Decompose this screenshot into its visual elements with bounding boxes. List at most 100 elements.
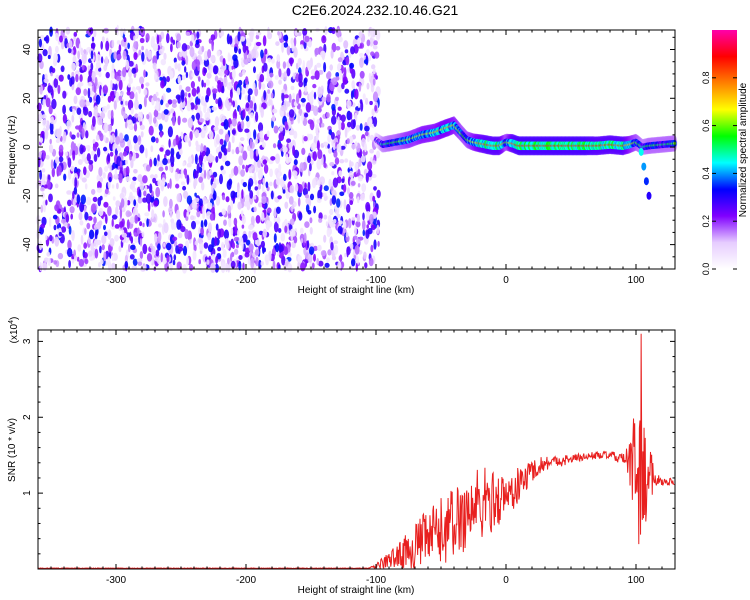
noise-speckle — [224, 69, 229, 75]
noise-speckle — [300, 238, 304, 244]
noise-speckle — [318, 218, 323, 223]
noise-speckle — [165, 165, 168, 171]
x-tick-label: 100 — [628, 275, 645, 286]
noise-speckle — [170, 43, 173, 53]
noise-speckle — [362, 93, 366, 100]
noise-speckle — [277, 143, 283, 149]
noise-speckle — [337, 84, 342, 94]
noise-speckle — [250, 215, 255, 225]
noise-speckle — [370, 51, 375, 57]
noise-speckle — [247, 53, 252, 63]
noise-speckle — [318, 260, 324, 267]
noise-speckle — [109, 162, 112, 174]
noise-speckle — [142, 222, 145, 228]
noise-speckle — [73, 95, 78, 105]
noise-speckle — [226, 180, 232, 190]
noise-speckle — [297, 197, 301, 207]
noise-speckle — [94, 248, 99, 259]
noise-speckle — [363, 251, 367, 260]
noise-speckle — [67, 247, 73, 258]
noise-speckle — [186, 211, 190, 217]
noise-speckle — [325, 221, 329, 227]
noise-speckle — [357, 37, 361, 47]
noise-speckle — [276, 216, 281, 224]
noise-speckle — [272, 260, 276, 270]
noise-speckle — [363, 59, 369, 65]
noise-speckle — [301, 102, 306, 107]
noise-speckle — [244, 128, 250, 133]
noise-speckle — [77, 256, 80, 262]
noise-speckle — [135, 91, 138, 102]
noise-speckle — [84, 228, 87, 235]
noise-speckle — [280, 232, 286, 242]
noise-speckle — [42, 152, 46, 160]
noise-speckle — [186, 103, 192, 112]
noise-speckle — [366, 224, 370, 229]
noise-speckle — [129, 216, 135, 225]
noise-speckle — [278, 127, 284, 132]
noise-speckle — [343, 199, 347, 210]
noise-speckle — [51, 167, 55, 178]
noise-speckle — [351, 143, 357, 150]
noise-speckle — [291, 139, 296, 150]
noise-speckle — [340, 114, 346, 123]
noise-speckle — [330, 132, 335, 140]
noise-speckle — [171, 103, 177, 108]
noise-speckle — [181, 43, 188, 52]
noise-speckle — [286, 45, 291, 56]
noise-speckle — [99, 245, 102, 254]
noise-speckle — [359, 123, 363, 131]
noise-speckle — [321, 50, 325, 61]
noise-speckle — [163, 52, 167, 61]
noise-speckle — [372, 78, 376, 86]
noise-speckle — [289, 228, 296, 237]
noise-speckle — [197, 64, 200, 72]
noise-speckle — [49, 234, 53, 242]
noise-speckle — [60, 65, 65, 73]
noise-speckle — [284, 201, 289, 209]
noise-speckle — [38, 112, 43, 122]
noise-speckle — [127, 99, 134, 111]
noise-speckle — [217, 82, 222, 93]
noise-speckle — [321, 155, 324, 166]
noise-speckle — [261, 184, 265, 193]
noise-speckle — [253, 171, 257, 182]
noise-speckle — [207, 49, 212, 59]
noise-speckle — [366, 39, 371, 47]
noise-speckle — [185, 216, 189, 221]
noise-speckle — [160, 80, 165, 89]
noise-speckle — [107, 153, 111, 162]
noise-speckle — [116, 54, 122, 60]
noise-speckle — [155, 91, 159, 97]
noise-speckle — [230, 260, 236, 269]
noise-speckle — [365, 210, 371, 221]
noise-speckle — [182, 185, 187, 191]
noise-speckle — [203, 196, 207, 205]
noise-speckle — [172, 115, 176, 127]
noise-speckle — [248, 230, 252, 238]
noise-speckle — [111, 254, 115, 262]
noise-speckle — [75, 74, 79, 83]
noise-speckle — [372, 68, 376, 75]
noise-speckle — [186, 174, 190, 185]
noise-speckle — [158, 123, 163, 132]
snr-frame — [37, 329, 676, 570]
noise-speckle — [331, 115, 337, 125]
noise-speckle — [323, 192, 327, 197]
noise-speckle — [59, 204, 62, 209]
noise-speckle — [50, 129, 54, 135]
noise-speckle — [365, 201, 371, 212]
noise-speckle — [354, 88, 359, 100]
noise-speckle — [127, 83, 131, 88]
noise-speckle — [108, 251, 112, 259]
noise-speckle — [331, 189, 337, 198]
noise-speckle — [191, 72, 194, 78]
noise-speckle — [358, 31, 363, 39]
noise-speckle — [160, 58, 166, 66]
noise-speckle — [336, 213, 341, 219]
noise-speckle — [51, 98, 57, 110]
noise-speckle — [313, 105, 319, 117]
noise-speckle — [255, 34, 260, 40]
noise-speckle — [241, 240, 244, 251]
noise-speckle — [224, 133, 230, 143]
